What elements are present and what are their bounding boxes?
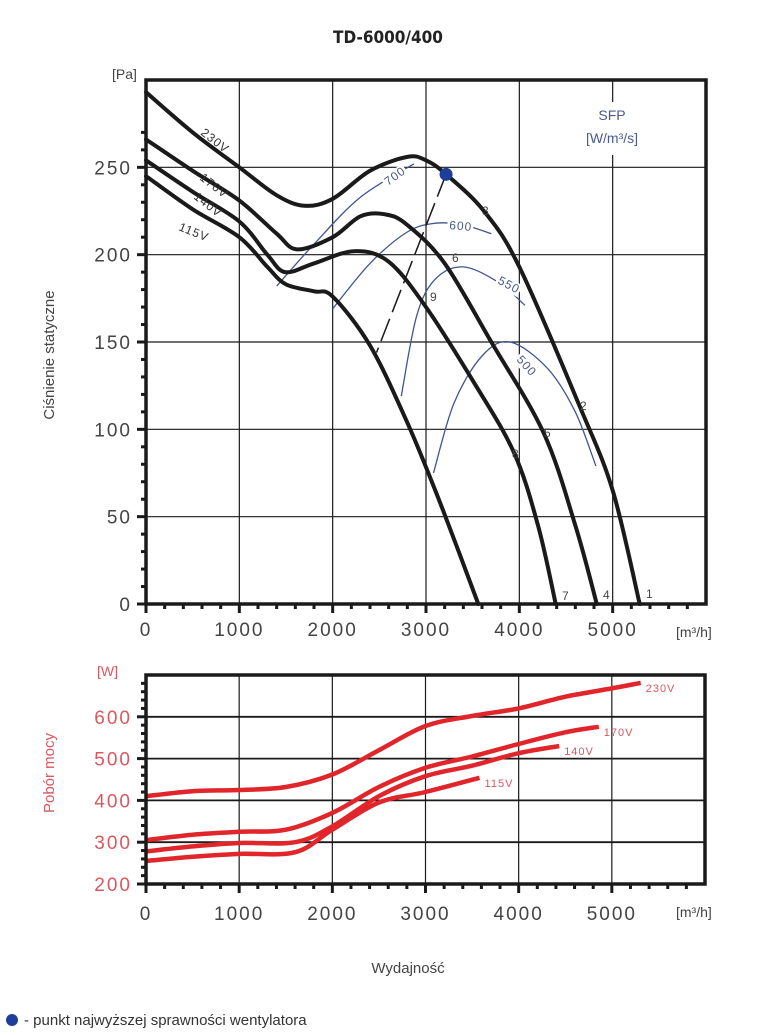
y-tick-label: 500 <box>94 750 132 771</box>
power-grid <box>146 675 705 884</box>
chart-title: TD-6000/400 <box>333 28 443 48</box>
y-tick-label: 200 <box>94 875 132 896</box>
y-tick-label: 600 <box>94 708 132 729</box>
y-tick-label: 200 <box>94 246 132 267</box>
power-curve-115v <box>145 775 481 864</box>
sfp-label-bg <box>380 163 410 190</box>
sfp-line-500 <box>432 340 597 474</box>
y-axis-title-power: Pobór mocy <box>41 732 58 813</box>
x-tick-label: 0 <box>140 620 153 641</box>
pressure-curve-230v <box>144 90 642 606</box>
pressure-curve-115v <box>144 174 481 606</box>
curve-label-115v: 115V <box>177 220 211 245</box>
power-curve-label-170v: 170V <box>604 727 634 739</box>
power-curve-label-115v: 115V <box>485 778 514 790</box>
x-axis-title: Wydajność <box>371 960 445 977</box>
sfp-line-600 <box>332 222 492 310</box>
sfp-label-bg <box>512 351 540 380</box>
power-curve-label-230v: 230V <box>646 683 676 695</box>
x-tick-label: 3000 <box>400 904 450 925</box>
x-tick-label: 5000 <box>587 904 637 925</box>
best-efficiency-point <box>439 167 453 181</box>
point-label-8: 8 <box>512 447 519 461</box>
y-tick-label: 250 <box>94 158 132 179</box>
point-label-7: 7 <box>562 589 569 603</box>
pressure-curve-140v <box>144 158 558 606</box>
x-tick-label: 4000 <box>494 620 544 641</box>
point-label-4: 4 <box>603 588 610 602</box>
sfp-title: SFP <box>598 107 625 123</box>
y-unit-power: [W] <box>97 663 118 679</box>
y-axis-title-pressure: Ciśnienie statyczne <box>41 290 58 419</box>
x-unit-pressure: [m³/h] <box>676 624 712 640</box>
x-tick-label: 1000 <box>214 620 264 641</box>
y-tick-label: 400 <box>94 791 132 812</box>
power-labels: 200 300 400 500 600 0 1000 2000 3000 4000 5000 230V… <box>94 683 676 925</box>
x-tick-label: 0 <box>140 904 153 925</box>
sfp-label-600: 600 <box>449 218 473 234</box>
pressure-curves <box>144 90 642 606</box>
pressure-axes <box>137 78 708 613</box>
y-tick-label: 100 <box>94 420 132 441</box>
pressure-curve-170v <box>144 137 599 606</box>
point-label-6: 6 <box>452 251 459 265</box>
sfp-label-group: 600 <box>446 218 474 235</box>
sfp-label-bg <box>493 273 523 297</box>
legend-note: - punkt najwyższej sprawności wentylator… <box>24 1012 307 1029</box>
x-tick-label: 4000 <box>494 904 544 925</box>
point-label-2: 2 <box>580 399 587 413</box>
point-label-3: 3 <box>482 204 489 218</box>
efficiency-dashed-line <box>375 174 447 353</box>
x-unit-power: [m³/h] <box>676 904 712 920</box>
x-tick-label: 3000 <box>401 620 451 641</box>
y-unit-pressure: [Pa] <box>112 66 137 82</box>
sfp-label-bg <box>446 218 474 235</box>
y-tick-label: 50 <box>107 508 132 529</box>
point-label-1: 1 <box>646 587 653 601</box>
best-efficiency-legend-dot <box>6 1014 18 1026</box>
power-curve-230v <box>145 680 642 799</box>
x-tick-label: 5000 <box>588 620 638 641</box>
y-tick-label: 0 <box>119 595 132 616</box>
power-axes <box>137 673 707 893</box>
point-label-9: 9 <box>430 290 437 304</box>
point-label-5: 5 <box>544 426 551 440</box>
power-curve-170v <box>145 724 600 843</box>
power-chart: 200 300 400 500 600 0 1000 2000 3000 4000 5000 230V… <box>41 663 712 977</box>
x-tick-label: 2000 <box>307 904 357 925</box>
y-tick-label: 300 <box>94 833 132 854</box>
power-curves <box>145 680 642 864</box>
sfp-label-group: 500 <box>512 351 540 380</box>
power-curve-140v <box>145 743 560 854</box>
sfp-unit: [W/m³/s] <box>586 130 638 146</box>
x-tick-label: 1000 <box>214 904 264 925</box>
power-curve-label-140v: 140V <box>564 746 594 758</box>
y-tick-label: 150 <box>94 333 132 354</box>
x-tick-label: 2000 <box>308 620 358 641</box>
